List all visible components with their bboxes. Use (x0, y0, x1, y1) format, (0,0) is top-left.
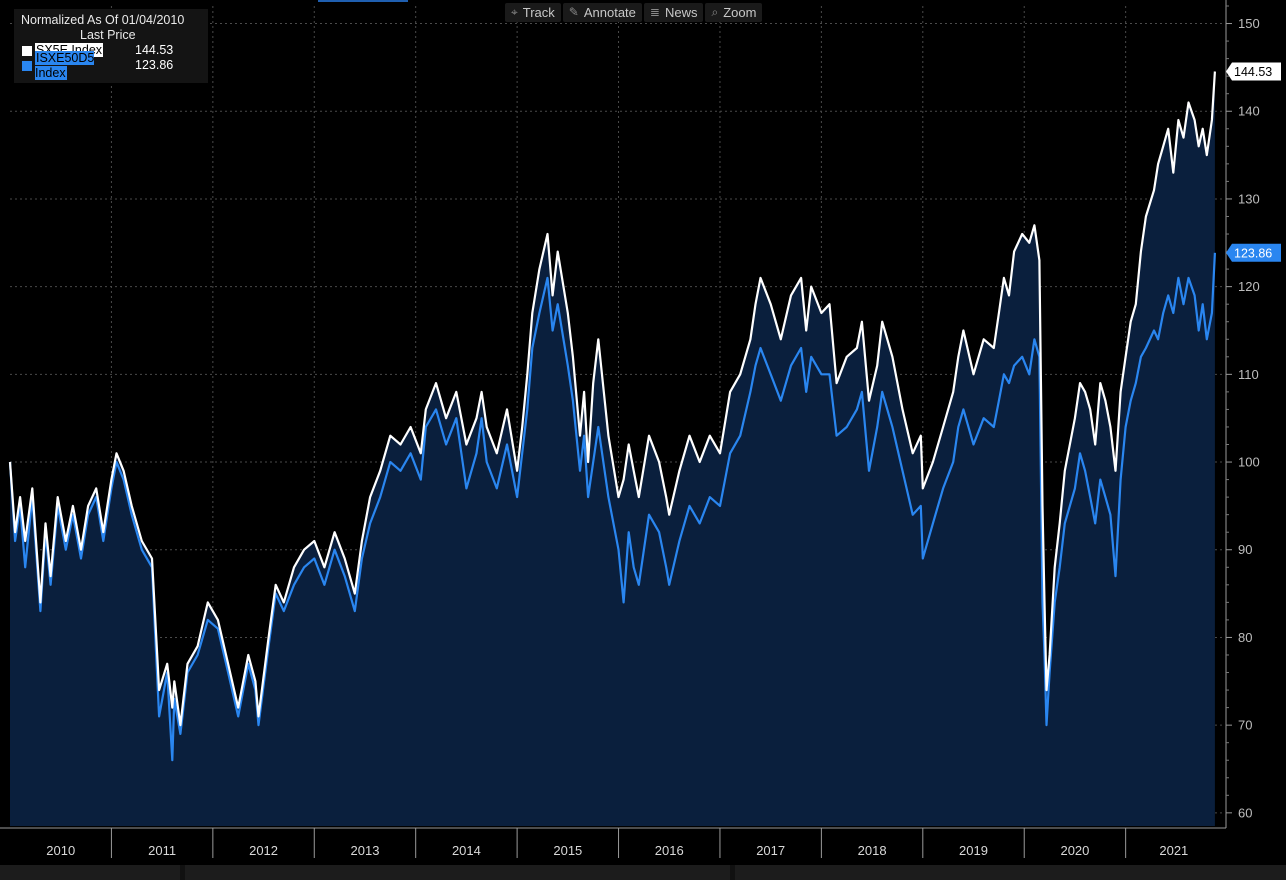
y-axis: 60 70 80 90 100 110 120 130 140 150 (1225, 0, 1260, 828)
y-tick-label: 90 (1238, 542, 1252, 557)
last-price-tag (1226, 62, 1281, 81)
chart-area-fills (10, 71, 1215, 826)
x-tick-label: 2015 (553, 843, 582, 858)
last-price-labels: 144.53 123.86 (1226, 62, 1281, 262)
track-button[interactable]: ⌖ Track (505, 3, 561, 22)
y-tick-label: 120 (1238, 279, 1260, 294)
search-icon: ⌕ (711, 5, 719, 19)
last-price-tag (1226, 243, 1281, 262)
bottom-status-strip (0, 865, 1286, 880)
legend-item-value: 123.86 (135, 58, 174, 72)
pencil-icon: ✎ (568, 5, 579, 19)
x-tick-label: 2016 (655, 843, 684, 858)
legend-swatch (22, 60, 32, 71)
series-line-isxe50d5 (8, 252, 1216, 762)
annotate-button[interactable]: ✎ Annotate (562, 3, 642, 22)
y-tick-label: 70 (1238, 718, 1252, 733)
legend-header: Normalized As Of 01/04/2010 (21, 13, 185, 27)
y-tick-label: 150 (1238, 16, 1260, 31)
x-tick-label: 2014 (452, 843, 481, 858)
last-price-value: 123.86 (1234, 246, 1272, 260)
x-tick-label: 2013 (351, 843, 380, 858)
crosshair-icon: ⌖ (511, 5, 518, 19)
y-tick-label: 100 (1238, 455, 1260, 470)
chart-toolbar: ⌖ Track ✎ Annotate ≣ News ⌕ Zoom (505, 3, 763, 22)
legend-item-value: 144.53 (135, 43, 174, 57)
y-tick-label: 140 (1238, 104, 1260, 119)
y-tick-label: 60 (1238, 805, 1252, 820)
x-tick-label: 2020 (1060, 843, 1089, 858)
x-tick-label: 2019 (959, 843, 988, 858)
x-axis: 2010 2011 2012 2013 2014 2015 2016 2017 2018 2019… (0, 827, 1226, 858)
series-line-sx5e (8, 71, 1216, 727)
x-tick-label: 2010 (46, 843, 75, 858)
news-icon: ≣ (649, 5, 660, 19)
x-tick-label: 2012 (249, 843, 278, 858)
chart-legend: Normalized As Of 01/04/2010 Last Price S… (14, 9, 208, 83)
y-tick-label: 130 (1238, 191, 1260, 206)
legend-item[interactable]: ISXE50D5 Index 123.86 (14, 50, 208, 80)
chart-lines (8, 71, 1216, 762)
news-button[interactable]: ≣ News (643, 3, 704, 22)
series-area-fill (10, 71, 1215, 826)
last-price-value: 144.53 (1234, 65, 1272, 79)
legend-subheader: Last Price (80, 28, 136, 42)
top-tab-accent (318, 0, 408, 2)
x-tick-label: 2017 (756, 843, 785, 858)
x-tick-label: 2018 (858, 843, 887, 858)
y-tick-label: 80 (1238, 630, 1252, 645)
legend-item-name: ISXE50D5 Index (35, 50, 95, 80)
x-tick-label: 2021 (1159, 843, 1188, 858)
zoom-button[interactable]: ⌕ Zoom (705, 3, 763, 22)
legend-swatch (22, 45, 32, 56)
y-tick-label: 110 (1238, 367, 1259, 382)
x-tick-label: 2011 (148, 843, 176, 858)
